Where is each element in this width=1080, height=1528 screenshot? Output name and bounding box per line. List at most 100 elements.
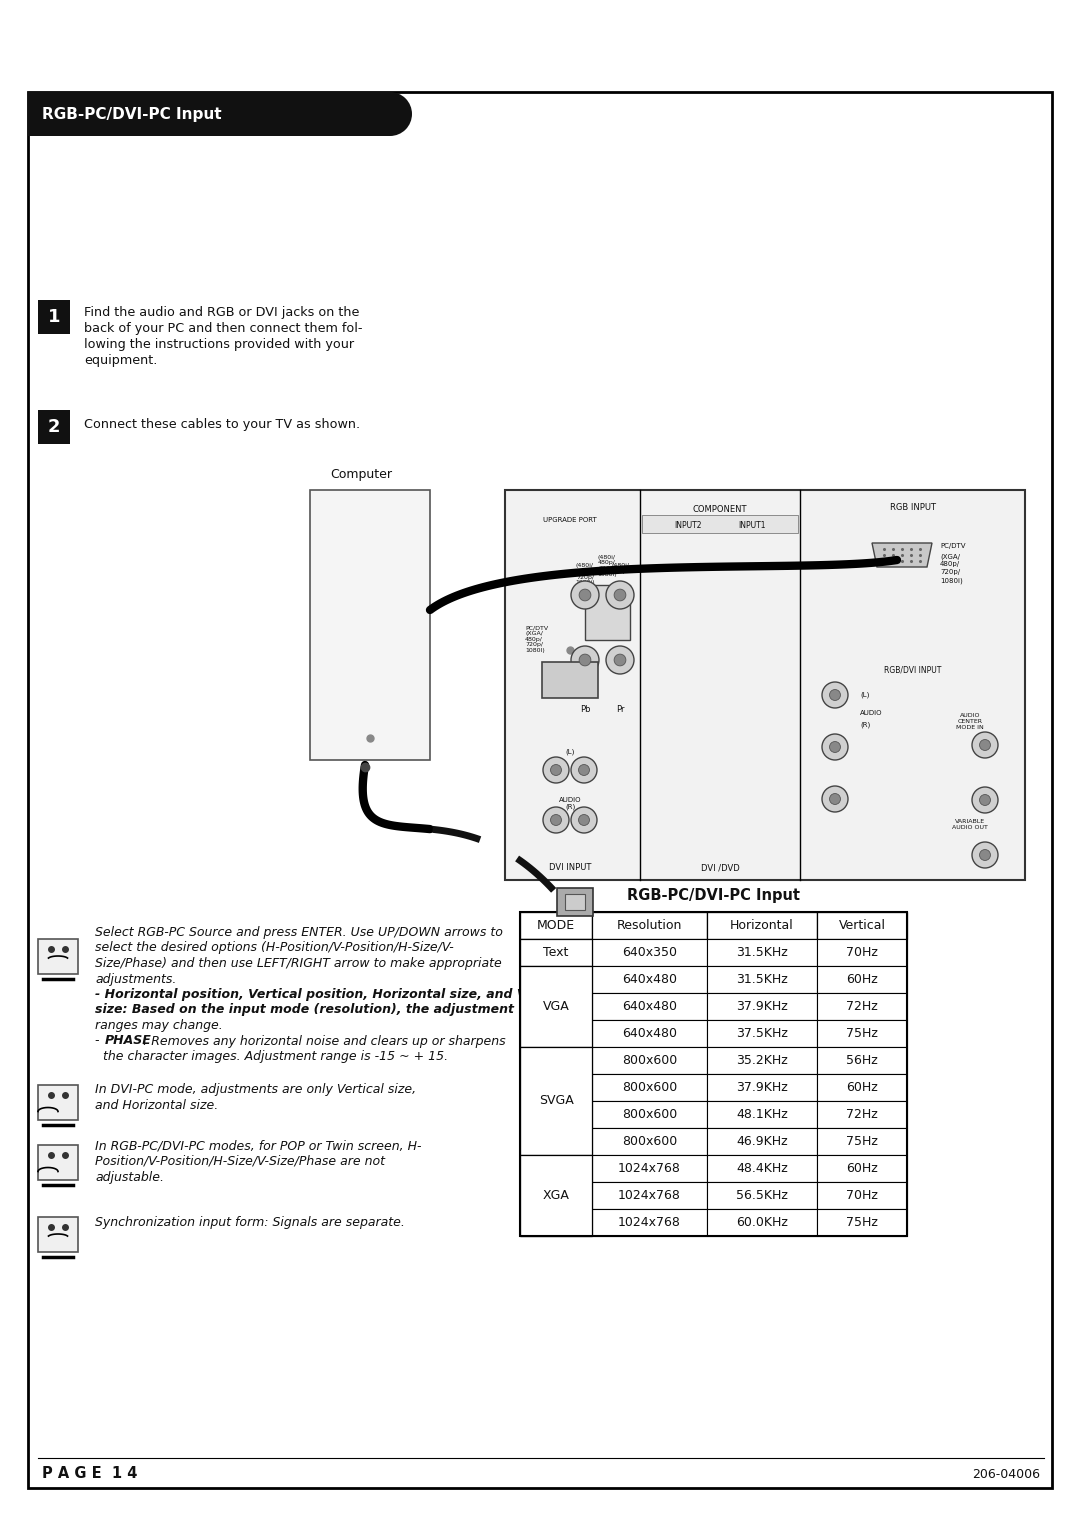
Bar [565, 894, 585, 911]
Bar [557, 888, 593, 915]
Bar [519, 912, 907, 1236]
Bar [707, 993, 816, 1021]
Text: PHASE: PHASE [105, 1034, 152, 1048]
Text: Resolution: Resolution [617, 918, 683, 932]
Circle shape [571, 807, 597, 833]
Bar [322, 556, 418, 578]
Bar [707, 912, 816, 940]
Text: 640x350: 640x350 [622, 946, 677, 960]
Bar [816, 1183, 907, 1209]
Circle shape [551, 764, 562, 776]
Text: 75Hz: 75Hz [846, 1216, 878, 1229]
Bar [328, 660, 411, 674]
Text: (L): (L) [565, 749, 575, 755]
Bar [707, 1155, 816, 1183]
Text: (L): (L) [860, 692, 869, 698]
Bar [38, 410, 70, 445]
Text: back of your PC and then connect them fol-: back of your PC and then connect them fo… [84, 322, 363, 335]
Bar [592, 1074, 707, 1102]
Bar [816, 1128, 907, 1155]
Bar [519, 1047, 592, 1155]
Text: lowing the instructions provided with your: lowing the instructions provided with yo… [84, 338, 354, 351]
Text: Text: Text [543, 946, 569, 960]
Circle shape [980, 850, 990, 860]
Bar [707, 1074, 816, 1102]
Bar [519, 1155, 592, 1236]
Text: Position/V-Position/H-Size/V-Size/Phase are not: Position/V-Position/H-Size/V-Size/Phase … [95, 1155, 384, 1167]
Bar [38, 940, 78, 973]
Text: (480i/
480p: (480i/ 480p [611, 562, 629, 575]
Text: : Removes any horizontal noise and clears up or sharpens: : Removes any horizontal noise and clear… [143, 1034, 505, 1048]
Circle shape [579, 814, 590, 825]
Bar [310, 490, 430, 759]
Bar [519, 1047, 592, 1074]
Text: adjustments.: adjustments. [95, 972, 176, 986]
Bar [592, 940, 707, 966]
Text: RGB INPUT: RGB INPUT [890, 504, 935, 512]
Text: 640x480: 640x480 [622, 1027, 677, 1041]
Bar [519, 912, 592, 940]
Text: 48.1KHz: 48.1KHz [737, 1108, 788, 1122]
Text: 640x480: 640x480 [622, 973, 677, 986]
Text: 70Hz: 70Hz [846, 1189, 878, 1203]
Bar [816, 1074, 907, 1102]
Bar [642, 515, 798, 533]
Bar [519, 966, 592, 1047]
Text: 75Hz: 75Hz [846, 1135, 878, 1148]
Circle shape [972, 842, 998, 868]
Text: size: Based on the input mode (resolution), the adjustment: size: Based on the input mode (resolutio… [95, 1004, 514, 1016]
Text: the character images. Adjustment range is -15 ~ + 15.: the character images. Adjustment range i… [95, 1050, 448, 1063]
Text: Pb: Pb [580, 704, 591, 714]
Text: 72Hz: 72Hz [846, 999, 878, 1013]
Text: 60Hz: 60Hz [846, 973, 878, 986]
Text: 480p/: 480p/ [940, 561, 960, 567]
Bar [592, 1209, 707, 1236]
Text: Size/Phase) and then use LEFT/RIGHT arrow to make appropriate: Size/Phase) and then use LEFT/RIGHT arro… [95, 957, 502, 970]
Circle shape [972, 787, 998, 813]
Text: AUDIO: AUDIO [860, 711, 882, 717]
Bar [315, 495, 426, 507]
Text: INPUT2: INPUT2 [674, 521, 702, 530]
Bar [707, 1102, 816, 1128]
Text: 70Hz: 70Hz [846, 946, 878, 960]
Bar [38, 1144, 78, 1180]
Circle shape [980, 795, 990, 805]
Text: 56Hz: 56Hz [846, 1054, 878, 1067]
Text: Computer: Computer [330, 468, 392, 481]
Circle shape [615, 654, 626, 666]
Text: P A G E  1 4: P A G E 1 4 [42, 1467, 137, 1482]
Bar [816, 1047, 907, 1074]
Bar [592, 993, 707, 1021]
Text: (480i/
480p/
720p/
1080i): (480i/ 480p/ 720p/ 1080i) [597, 555, 617, 578]
Text: Synchronization input form: Signals are separate.: Synchronization input form: Signals are … [95, 1216, 405, 1229]
Bar [816, 940, 907, 966]
Circle shape [829, 689, 840, 700]
Text: Select RGB-PC Source and press ENTER. Use UP/DOWN arrows to: Select RGB-PC Source and press ENTER. Us… [95, 926, 503, 940]
Circle shape [571, 581, 599, 610]
Bar [592, 1047, 707, 1074]
Bar [707, 1021, 816, 1047]
Text: 37.5KHz: 37.5KHz [737, 1027, 788, 1041]
Text: RGB-PC/DVI-PC Input: RGB-PC/DVI-PC Input [627, 888, 800, 903]
Bar [592, 1021, 707, 1047]
Text: In RGB-PC/DVI-PC modes, for POP or Twin screen, H-: In RGB-PC/DVI-PC modes, for POP or Twin … [95, 1140, 421, 1152]
Text: SVGA: SVGA [539, 1094, 573, 1108]
Text: 31.5KHz: 31.5KHz [737, 973, 788, 986]
Bar [592, 1183, 707, 1209]
Text: INPUT1: INPUT1 [739, 521, 766, 530]
Text: AUDIO
CENTER
MODE IN: AUDIO CENTER MODE IN [956, 714, 984, 730]
Bar [505, 490, 1025, 880]
Text: 1024x768: 1024x768 [618, 1161, 680, 1175]
Text: 46.9KHz: 46.9KHz [737, 1135, 787, 1148]
Circle shape [571, 646, 599, 674]
Bar [592, 912, 707, 940]
Bar [816, 993, 907, 1021]
Text: Connect these cables to your TV as shown.: Connect these cables to your TV as shown… [84, 419, 360, 431]
Text: DVI /DVD: DVI /DVD [701, 863, 740, 872]
Text: 206-04006: 206-04006 [972, 1467, 1040, 1481]
Bar [816, 1021, 907, 1047]
Text: 800x600: 800x600 [622, 1054, 677, 1067]
Bar [519, 1102, 592, 1128]
Bar [592, 966, 707, 993]
Bar [519, 1021, 592, 1047]
